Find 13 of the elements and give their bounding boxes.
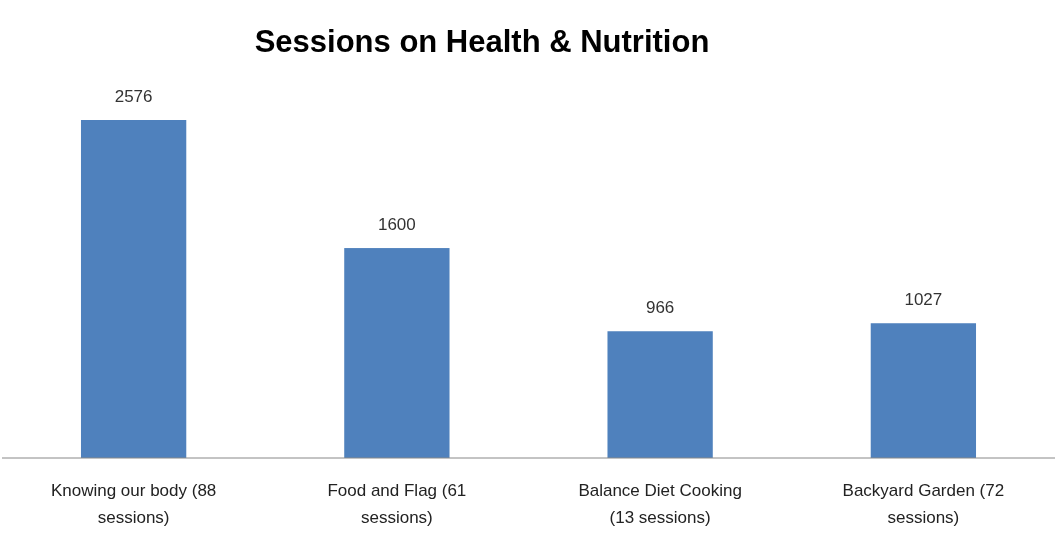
x-tick-label: Balance Diet Cooking (13 sessions) [578, 481, 742, 527]
data-label: 2576 [114, 87, 153, 106]
data-label: 1027 [904, 290, 943, 310]
bar [344, 248, 450, 458]
bar [607, 331, 713, 458]
x-tick-label: Food and Flag (61 sessions) [327, 481, 467, 527]
data-label: 1600 [377, 215, 416, 235]
bar [870, 323, 977, 458]
chart-title: Sessions on Health & Nutrition [254, 24, 710, 59]
data-label: 966 [645, 298, 675, 318]
x-tick-label: Backyard Garden (72 sessions) [842, 481, 1005, 527]
x-tick-label: Knowing our body (88 sessions) [50, 481, 217, 527]
bar [80, 120, 187, 458]
